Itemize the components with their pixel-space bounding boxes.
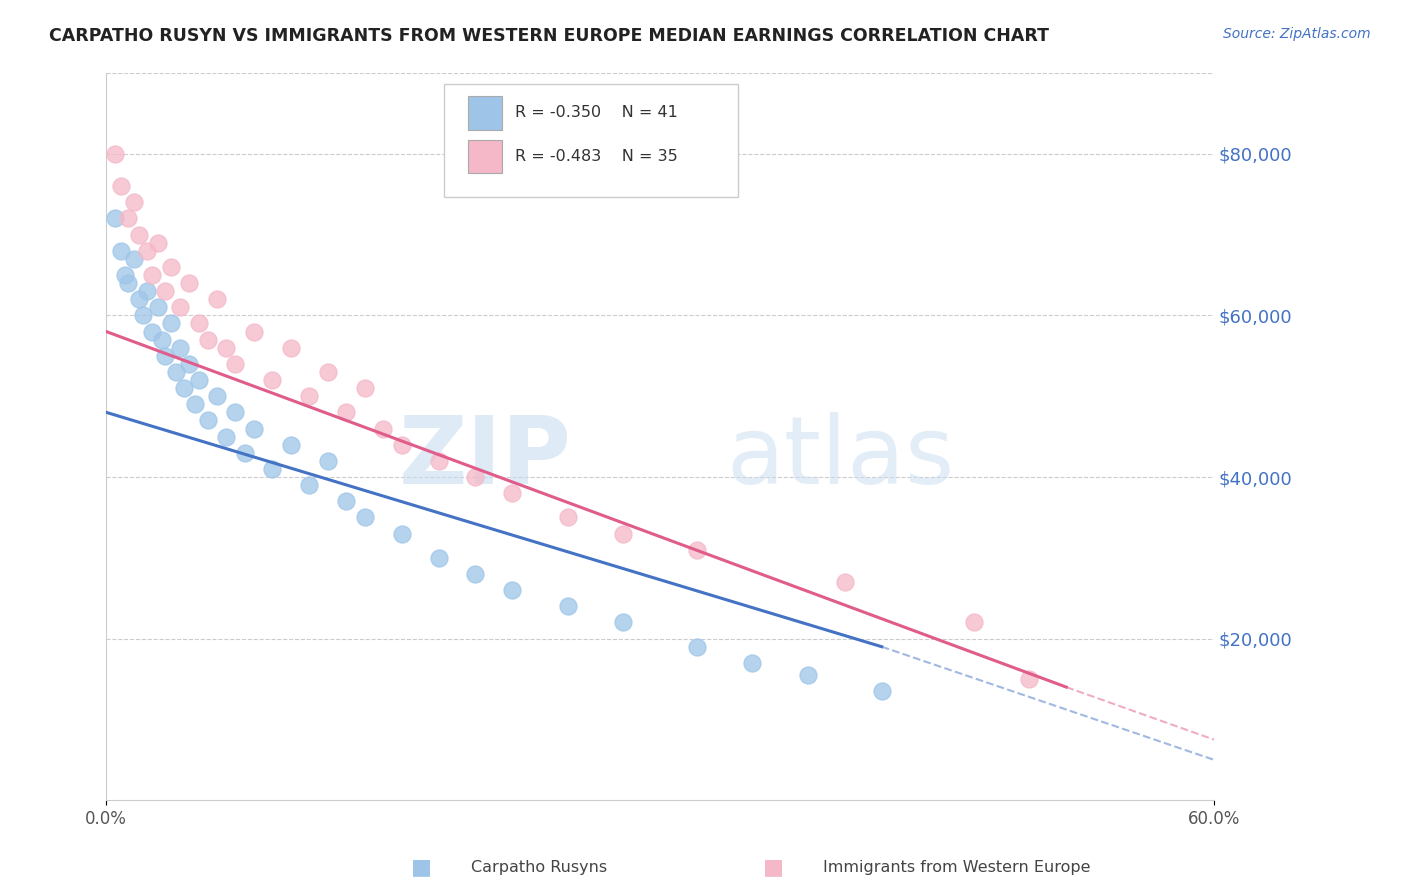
Point <box>128 292 150 306</box>
Point <box>233 446 256 460</box>
Point <box>128 227 150 242</box>
Point <box>280 341 302 355</box>
Text: CARPATHO RUSYN VS IMMIGRANTS FROM WESTERN EUROPE MEDIAN EARNINGS CORRELATION CHA: CARPATHO RUSYN VS IMMIGRANTS FROM WESTER… <box>49 27 1049 45</box>
Point <box>135 284 157 298</box>
Point <box>298 389 321 403</box>
Point <box>179 276 201 290</box>
Text: ■: ■ <box>763 857 783 877</box>
Point <box>797 668 820 682</box>
Point <box>215 341 238 355</box>
Point <box>179 357 201 371</box>
Point <box>141 268 163 282</box>
Point <box>427 454 450 468</box>
Point <box>184 397 207 411</box>
Point <box>110 244 132 258</box>
Point <box>464 470 486 484</box>
Point <box>169 301 191 315</box>
Point <box>501 583 523 598</box>
Point <box>298 478 321 492</box>
Point <box>353 510 375 524</box>
Point <box>187 373 209 387</box>
Point <box>870 684 893 698</box>
Point <box>160 260 183 274</box>
Point <box>150 333 173 347</box>
Point <box>187 317 209 331</box>
Point <box>132 309 155 323</box>
Text: R = -0.350    N = 41: R = -0.350 N = 41 <box>515 105 678 120</box>
Point <box>612 526 634 541</box>
Point <box>335 405 357 419</box>
Point <box>280 438 302 452</box>
Point <box>686 542 709 557</box>
Point <box>557 599 579 614</box>
Point <box>104 211 127 226</box>
Point <box>834 575 856 590</box>
Point <box>114 268 136 282</box>
Point <box>501 486 523 500</box>
Point <box>391 526 413 541</box>
FancyBboxPatch shape <box>444 84 738 196</box>
Point <box>155 349 177 363</box>
Text: atlas: atlas <box>727 412 955 504</box>
Point <box>197 333 219 347</box>
Point <box>224 405 246 419</box>
Point <box>122 252 145 266</box>
Point <box>135 244 157 258</box>
Text: R = -0.483    N = 35: R = -0.483 N = 35 <box>515 149 678 164</box>
Point <box>146 235 169 250</box>
Point <box>146 301 169 315</box>
Point <box>205 389 228 403</box>
Point <box>1018 672 1040 686</box>
FancyBboxPatch shape <box>468 96 502 129</box>
Point <box>141 325 163 339</box>
Point <box>353 381 375 395</box>
Point <box>117 276 139 290</box>
Point <box>169 341 191 355</box>
Point <box>316 454 339 468</box>
Point <box>741 656 763 670</box>
Text: Source: ZipAtlas.com: Source: ZipAtlas.com <box>1223 27 1371 41</box>
Point <box>122 195 145 210</box>
FancyBboxPatch shape <box>468 140 502 173</box>
Point <box>335 494 357 508</box>
Point <box>110 179 132 194</box>
Point <box>686 640 709 654</box>
Point <box>557 510 579 524</box>
Point <box>262 373 284 387</box>
Point <box>373 421 395 435</box>
Point <box>197 413 219 427</box>
Point <box>173 381 195 395</box>
Point <box>155 284 177 298</box>
Point <box>243 421 266 435</box>
Point <box>262 462 284 476</box>
Point <box>165 365 187 379</box>
Point <box>224 357 246 371</box>
Text: Immigrants from Western Europe: Immigrants from Western Europe <box>823 860 1090 874</box>
Text: Carpatho Rusyns: Carpatho Rusyns <box>471 860 607 874</box>
Point <box>160 317 183 331</box>
Point <box>104 146 127 161</box>
Point <box>963 615 986 630</box>
Text: ■: ■ <box>412 857 432 877</box>
Point <box>612 615 634 630</box>
Point <box>427 550 450 565</box>
Point <box>205 292 228 306</box>
Point <box>117 211 139 226</box>
Point <box>243 325 266 339</box>
Point <box>391 438 413 452</box>
Point <box>316 365 339 379</box>
Point <box>464 566 486 581</box>
Point <box>215 429 238 443</box>
Text: ZIP: ZIP <box>399 412 571 504</box>
